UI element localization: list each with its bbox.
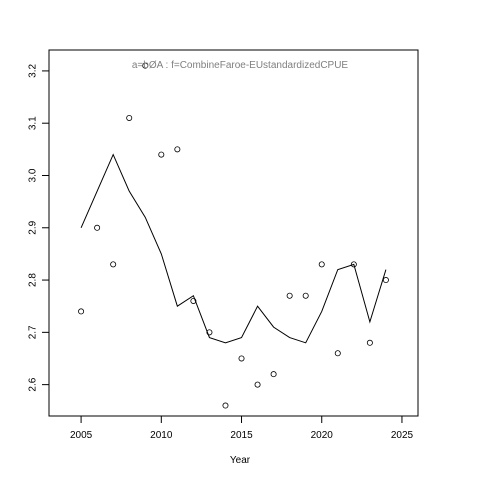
- observed-point-2: [110, 261, 117, 268]
- observed-point-18: [366, 339, 373, 346]
- observed-point-19: [382, 277, 389, 284]
- y-tick-label-2: 2.8: [28, 273, 39, 287]
- observed-point-11: [254, 381, 261, 388]
- x-tick-label-1: 2010: [150, 430, 173, 441]
- fitted-series: [80, 153, 387, 344]
- observed-point-14: [302, 292, 309, 299]
- x-tick-label-3: 2020: [311, 430, 334, 441]
- observed-point-3: [126, 114, 133, 121]
- observed-point-9: [222, 402, 229, 409]
- observed-point-7: [190, 297, 197, 304]
- observed-series: [78, 62, 389, 409]
- y-tick-label-4: 3.0: [28, 168, 39, 182]
- x-tick-label-4: 2025: [391, 430, 414, 441]
- y-tick-label-6: 3.2: [28, 64, 39, 78]
- observed-point-16: [334, 350, 341, 357]
- x-axis: 2005 2010 2015 2020 2025: [70, 415, 414, 441]
- observed-point-12: [270, 371, 277, 378]
- annotation-text: a=bØA : f=CombineFaroe-EUstandardizedCPU…: [132, 60, 349, 71]
- y-axis: 2.6 2.7 2.8 2.9 3.0 3.1 3.2: [28, 64, 50, 392]
- observed-point-17: [350, 261, 357, 268]
- x-tick-label-2: 2015: [230, 430, 253, 441]
- observed-point-13: [286, 292, 293, 299]
- x-tick-label-0: 2005: [70, 430, 93, 441]
- y-tick-label-3: 2.9: [28, 220, 39, 234]
- y-tick-label-5: 3.1: [28, 116, 39, 130]
- observed-point-5: [158, 151, 165, 158]
- observed-point-6: [174, 146, 181, 153]
- observed-point-15: [318, 261, 325, 268]
- plot-frame: [48, 49, 419, 417]
- fit-line: [80, 153, 387, 344]
- observed-point-0: [78, 308, 85, 315]
- observed-point-10: [238, 355, 245, 362]
- observed-point-8: [206, 329, 213, 336]
- observed-point-4: [142, 62, 149, 69]
- x-axis-title: Year: [230, 455, 251, 466]
- y-tick-label-1: 2.7: [28, 325, 39, 339]
- y-tick-label-0: 2.6: [28, 377, 39, 391]
- observed-point-1: [94, 224, 101, 231]
